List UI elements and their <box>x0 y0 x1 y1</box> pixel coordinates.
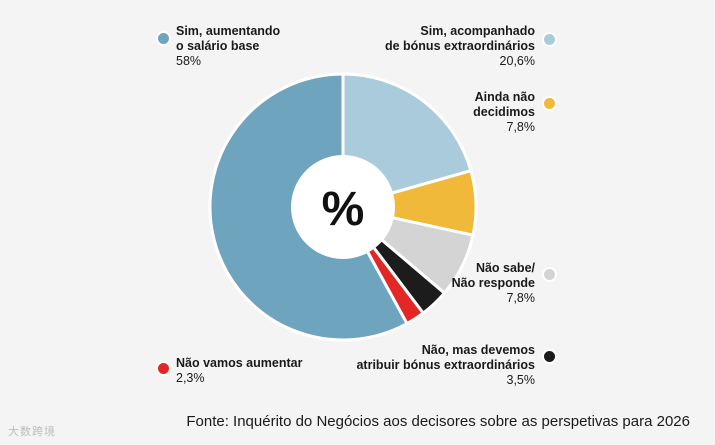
legend-dot <box>542 267 557 282</box>
legend-sim-aumentando: Sim, aumentando o salário base 58% <box>156 24 281 69</box>
legend-label: Ainda não decidimos <box>473 90 535 119</box>
legend-label: Não vamos aumentar <box>176 356 303 370</box>
legend-value: 2,3% <box>176 371 205 385</box>
center-hole <box>291 155 395 259</box>
center-label: % <box>322 183 365 236</box>
legend-nao-sabe: Não sabe/ Não responde 7,8% <box>451 261 557 306</box>
legend-dot <box>542 96 557 111</box>
legend-label: Não sabe/ Não responde <box>451 261 535 290</box>
legend-sim-acompanhado: Sim, acompanhado de bónus extraordinário… <box>384 24 557 69</box>
legend-label: Não, mas devemos atribuir bónus extraord… <box>356 343 535 372</box>
legend-value: 58% <box>176 54 202 68</box>
source-note: Fonte: Inquérito do Negócios aos decisor… <box>186 413 690 430</box>
legend-value: 3,5% <box>506 373 536 387</box>
legend-dot <box>542 349 557 364</box>
legend-ainda-nao-decidimos: Ainda não decidimos 7,8% <box>473 90 557 135</box>
legend-value: 7,8% <box>506 291 536 305</box>
legend-dot <box>156 361 171 376</box>
legend-value: 20,6% <box>499 54 535 68</box>
legend-dot <box>156 31 171 46</box>
legend-dot <box>542 32 557 47</box>
legend-label: Sim, aumentando o salário base <box>176 24 281 53</box>
legend-nao-mas-bonus: Não, mas devemos atribuir bónus extraord… <box>356 343 557 388</box>
legend-value: 7,8% <box>506 120 536 134</box>
legend-nao-vamos-aumentar: Não vamos aumentar 2,3% <box>156 356 303 386</box>
watermark: 大数跨境 <box>8 426 56 438</box>
legend-label: Sim, acompanhado de bónus extraordinário… <box>384 24 535 53</box>
